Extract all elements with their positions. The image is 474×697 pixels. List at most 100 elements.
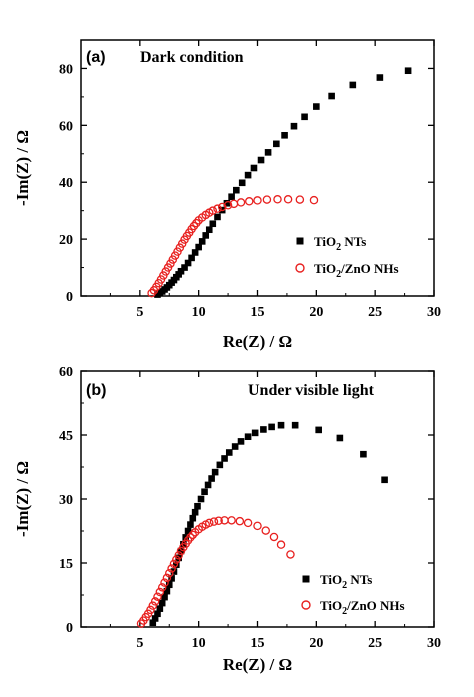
data-point [237,438,245,445]
data-point [189,514,197,522]
data-point [251,429,259,437]
data-point [301,113,308,121]
data-point [151,615,159,622]
data-point [236,198,246,207]
data-point [228,193,235,201]
legend: TiO2 NTs TiO2/ZnO NHs [301,572,405,617]
legend-marker-square [296,237,304,245]
x-tick-label: 15 [251,305,265,320]
data-point [184,527,192,535]
data-point [161,593,168,601]
data-point [261,526,270,535]
data-point [244,171,252,179]
data-point [217,202,227,212]
data-point [268,423,275,431]
data-point [273,140,280,148]
data-point [225,449,233,456]
data-point [195,243,202,251]
data-point [208,206,218,215]
data-point [165,581,173,589]
data-point [235,516,245,526]
data-point [250,164,258,172]
series-tio2-zno-nhs [147,195,319,298]
data-point [160,578,169,587]
y-tick-label: 80 [59,62,73,77]
y-tick-label: 45 [59,429,73,444]
data-point [208,475,215,482]
legend-marker-circle [295,263,305,273]
y-tick-label: 30 [59,493,73,508]
plot-frame [80,370,435,628]
x-tick-label: 15 [251,636,265,651]
data-point [173,561,180,569]
y-tick-label: 0 [66,621,73,636]
data-point [164,568,174,578]
data-point [336,434,344,442]
x-tick-label: 25 [368,636,382,651]
series-tio2-nts [149,421,388,627]
data-point [214,213,221,221]
data-point [198,238,206,245]
chart-panel-b: 5 10 15 20 25 30 0 15 30 45 60 Re(Z) / Ω -Im(Z) / Ω (… [13,365,441,674]
data-point [209,220,217,228]
x-tick-label: 5 [136,305,143,320]
data-point [286,550,295,559]
y-tick-label: 15 [59,557,73,572]
data-point [360,450,367,458]
data-point [175,554,182,562]
x-axis-title: Re(Z) / Ω [223,655,292,674]
data-point [253,196,262,205]
series-tio2-zno-nhs [136,516,295,628]
data-point [158,599,166,607]
data-point [309,195,319,205]
data-point [191,249,199,256]
data-point [146,605,155,615]
data-point [148,601,158,610]
legend-label: TiO2/ZnO NHs [320,598,405,617]
data-point [149,619,157,627]
data-point [205,226,213,234]
data-point [291,421,299,429]
data-point [223,201,233,210]
x-tick-label: 30 [427,305,441,320]
y-tick-label: 60 [59,119,73,134]
data-point [205,518,214,528]
x-tick-label: 5 [136,636,143,651]
data-point [163,587,171,595]
data-point [243,518,253,528]
data-point [169,559,179,569]
x-tick-label: 10 [192,636,206,651]
panel-label: (a) [86,49,106,66]
data-point [253,521,262,531]
y-tick-label: 0 [66,290,73,305]
data-point [153,592,162,601]
data-point [257,156,265,164]
data-point [349,81,357,89]
panel-label: (b) [86,382,106,399]
data-point [223,199,231,207]
data-point [157,583,167,592]
y-axis-title: -Im(Z) / Ω [13,461,32,537]
data-point [214,516,223,526]
x-axis-title: Re(Z) / Ω [223,332,292,351]
x-tick-label: 10 [192,305,206,320]
chart-panel-a: 5 10 15 20 25 30 0 20 40 60 80 Re(Z) / Ω -Im(Z) / Ω (… [13,39,441,351]
legend-marker-square [302,575,310,583]
data-point [245,197,254,206]
data-point [233,186,240,194]
data-point [201,488,208,496]
data-point [197,495,205,503]
x-tick-label: 30 [427,636,441,651]
data-point [283,195,293,204]
data-point [381,476,388,484]
data-point [315,426,322,434]
data-point [221,455,228,462]
data-point [150,597,160,606]
data-point [211,468,219,476]
panel-title: Under visible light [248,382,375,399]
data-point [216,461,224,469]
y-tick-label: 40 [59,176,73,191]
data-point [184,259,192,267]
legend-label: TiO2/ZnO NHs [314,261,399,280]
